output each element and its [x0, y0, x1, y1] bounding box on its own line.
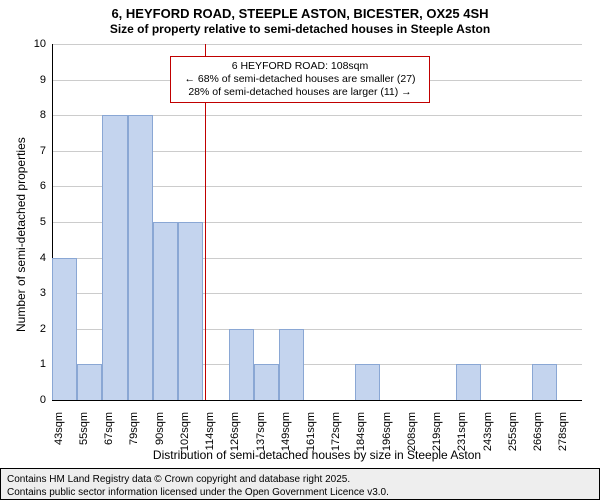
plot-area: 6 HEYFORD ROAD: 108sqm← 68% of semi-deta… — [52, 44, 582, 400]
histogram-bar — [178, 222, 203, 400]
chart-title-line1: 6, HEYFORD ROAD, STEEPLE ASTON, BICESTER… — [0, 6, 600, 21]
y-tick-label: 9 — [26, 74, 46, 86]
y-tick-label: 7 — [26, 145, 46, 157]
y-tick-label: 2 — [26, 323, 46, 335]
x-axis-line — [52, 400, 582, 401]
y-tick-label: 5 — [26, 216, 46, 228]
histogram-bar — [128, 115, 153, 400]
histogram-bar — [52, 258, 77, 400]
chart-container: 6, HEYFORD ROAD, STEEPLE ASTON, BICESTER… — [0, 0, 600, 500]
x-tick-label: 126sqm — [229, 412, 241, 452]
x-tick-label: 208sqm — [406, 412, 418, 452]
histogram-bar — [532, 364, 557, 400]
x-tick-label: 102sqm — [179, 412, 191, 452]
x-tick-label: 255sqm — [507, 412, 519, 452]
y-tick-label: 4 — [26, 252, 46, 264]
x-tick-label: 55sqm — [78, 412, 90, 452]
histogram-bar — [355, 364, 380, 400]
x-tick-label: 137sqm — [255, 412, 267, 452]
histogram-bar — [102, 115, 127, 400]
footer-attribution: Contains HM Land Registry data © Crown c… — [0, 468, 600, 500]
y-tick-label: 8 — [26, 109, 46, 121]
y-axis-label: Number of semi-detached properties — [14, 137, 28, 332]
x-tick-label: 149sqm — [280, 412, 292, 452]
y-tick-label: 3 — [26, 287, 46, 299]
histogram-bar — [456, 364, 481, 400]
x-tick-label: 243sqm — [482, 412, 494, 452]
y-tick-label: 10 — [26, 38, 46, 50]
gridline — [52, 44, 582, 45]
x-tick-label: 278sqm — [557, 412, 569, 452]
x-tick-label: 184sqm — [355, 412, 367, 452]
y-tick-label: 6 — [26, 180, 46, 192]
footer-line1: Contains HM Land Registry data © Crown c… — [7, 473, 593, 486]
annotation-line: 6 HEYFORD ROAD: 108sqm — [177, 60, 423, 73]
footer-line2: Contains public sector information licen… — [7, 486, 593, 499]
annotation-line: 28% of semi-detached houses are larger (… — [177, 86, 423, 99]
x-tick-label: 231sqm — [456, 412, 468, 452]
x-tick-label: 67sqm — [103, 412, 115, 452]
x-tick-label: 79sqm — [128, 412, 140, 452]
histogram-bar — [77, 364, 102, 400]
histogram-bar — [279, 329, 304, 400]
y-tick-label: 1 — [26, 358, 46, 370]
y-tick-label: 0 — [26, 394, 46, 406]
chart-title-line2: Size of property relative to semi-detach… — [0, 22, 600, 36]
x-tick-label: 219sqm — [431, 412, 443, 452]
histogram-bar — [254, 364, 279, 400]
x-tick-label: 90sqm — [154, 412, 166, 452]
histogram-bar — [229, 329, 254, 400]
x-tick-label: 266sqm — [532, 412, 544, 452]
annotation-callout: 6 HEYFORD ROAD: 108sqm← 68% of semi-deta… — [170, 56, 430, 103]
x-tick-label: 172sqm — [330, 412, 342, 452]
annotation-line: ← 68% of semi-detached houses are smalle… — [177, 73, 423, 86]
x-tick-label: 161sqm — [305, 412, 317, 452]
x-tick-label: 114sqm — [204, 412, 216, 452]
x-tick-label: 43sqm — [53, 412, 65, 452]
x-tick-label: 196sqm — [381, 412, 393, 452]
histogram-bar — [153, 222, 178, 400]
